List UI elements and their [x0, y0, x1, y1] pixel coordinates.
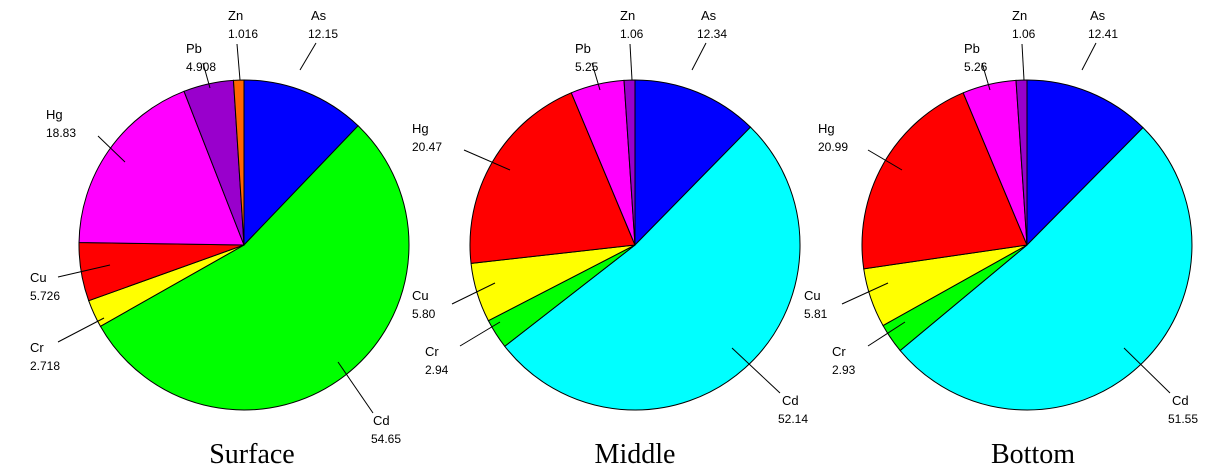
- slice-value-hg: 20.47: [412, 140, 442, 154]
- pie-slice-cd: [899, 126, 1193, 411]
- slice-value-cu: 5.726: [30, 289, 60, 303]
- leader-line-hg: [867, 149, 903, 171]
- slice-label-cd: Cd: [373, 413, 390, 428]
- slice-label-zn: Zn: [228, 8, 243, 23]
- slice-value-cu: 5.81: [804, 307, 828, 321]
- slice-label-as: As: [1090, 8, 1106, 23]
- slice-value-cd: 52.14: [778, 412, 808, 426]
- slice-value-as: 12.15: [308, 27, 338, 41]
- slice-label-cd: Cd: [1172, 393, 1189, 408]
- slice-value-zn: 1.06: [1012, 27, 1036, 41]
- leader-line-cr: [867, 321, 906, 347]
- slice-value-zn: 1.016: [228, 27, 258, 41]
- pie-slice-cd: [99, 125, 410, 411]
- chart-caption: Bottom: [991, 439, 1075, 469]
- leader-line-zn: [1021, 43, 1025, 81]
- leader-line-pb: [591, 62, 601, 91]
- pie-slice-zn: [232, 79, 245, 246]
- leader-line-cu: [841, 282, 889, 305]
- slice-label-cu: Cu: [30, 270, 47, 285]
- leader-line-cr: [57, 317, 105, 343]
- slice-value-cu: 5.80: [412, 307, 436, 321]
- slice-label-as: As: [311, 8, 327, 23]
- slice-label-pb: Pb: [575, 41, 591, 56]
- slice-value-as: 12.34: [697, 27, 727, 41]
- chart-caption: Surface: [209, 439, 295, 469]
- pie-slice-as: [243, 79, 359, 247]
- pie-slice-zn: [1015, 79, 1028, 246]
- leader-line-pb: [202, 62, 211, 89]
- pie-slice-as: [634, 79, 752, 247]
- leader-line-as: [299, 42, 317, 71]
- pie-chart-1: As 12.34 Cd 52.14 Cr 2.94 Cu 5.80 Hg 20.47 Pb 5.25 Z…: [412, 8, 808, 469]
- slice-label-pb: Pb: [964, 41, 980, 56]
- pie-slice-hg: [861, 92, 1028, 270]
- leader-line-cd: [337, 361, 374, 414]
- slice-label-cu: Cu: [804, 288, 821, 303]
- slice-value-cr: 2.718: [30, 359, 60, 373]
- slice-label-zn: Zn: [1012, 8, 1027, 23]
- slice-label-hg: Hg: [412, 121, 429, 136]
- leader-line-cu: [451, 282, 496, 305]
- slice-value-as: 12.41: [1088, 27, 1118, 41]
- leader-line-cr: [459, 321, 501, 347]
- slice-value-pb: 5.26: [964, 60, 988, 74]
- pie-slice-zn: [623, 79, 636, 246]
- slice-value-cd: 54.65: [371, 432, 401, 446]
- slice-label-cr: Cr: [425, 344, 439, 359]
- slice-value-cr: 2.94: [425, 363, 449, 377]
- leader-line-cd: [731, 347, 781, 394]
- pie-slice-as: [1026, 79, 1144, 247]
- leader-line-cu: [57, 264, 111, 278]
- slice-label-hg: Hg: [46, 107, 63, 122]
- slice-value-cr: 2.93: [832, 363, 856, 377]
- slice-value-hg: 20.99: [818, 140, 848, 154]
- slice-value-hg: 18.83: [46, 126, 76, 140]
- slice-label-cr: Cr: [30, 340, 44, 355]
- leader-line-pb: [981, 62, 991, 91]
- slice-label-as: As: [701, 8, 717, 23]
- slice-label-cr: Cr: [832, 344, 846, 359]
- slice-label-cu: Cu: [412, 288, 429, 303]
- slice-value-pb: 5.25: [575, 60, 599, 74]
- leader-line-hg: [97, 135, 126, 163]
- slice-value-cd: 51.55: [1168, 412, 1198, 426]
- slice-label-zn: Zn: [620, 8, 635, 23]
- chart-caption: Middle: [595, 439, 676, 469]
- pie-chart-2: As 12.41 Cd 51.55 Cr 2.93 Cu 5.81 Hg 20.99 Pb 5.26 Z…: [804, 8, 1198, 469]
- pie-chart-0: As 12.15 Cd 54.65 Cr 2.718 Cu 5.726 Hg 18.83 Pb 4.9…: [30, 8, 410, 469]
- slice-label-hg: Hg: [818, 121, 835, 136]
- slice-label-pb: Pb: [186, 41, 202, 56]
- slice-value-pb: 4.908: [186, 60, 216, 74]
- slice-label-cd: Cd: [782, 393, 799, 408]
- slice-value-zn: 1.06: [620, 27, 644, 41]
- leader-line-zn: [629, 43, 633, 81]
- pie-slice-hg: [78, 90, 245, 246]
- pie-slice-hg: [469, 92, 636, 264]
- leader-line-cd: [1123, 347, 1171, 394]
- leader-line-as: [691, 42, 707, 71]
- pie-slice-cd: [504, 126, 801, 411]
- leader-line-hg: [463, 149, 511, 171]
- leader-line-as: [1081, 42, 1097, 71]
- leader-line-zn: [236, 43, 241, 81]
